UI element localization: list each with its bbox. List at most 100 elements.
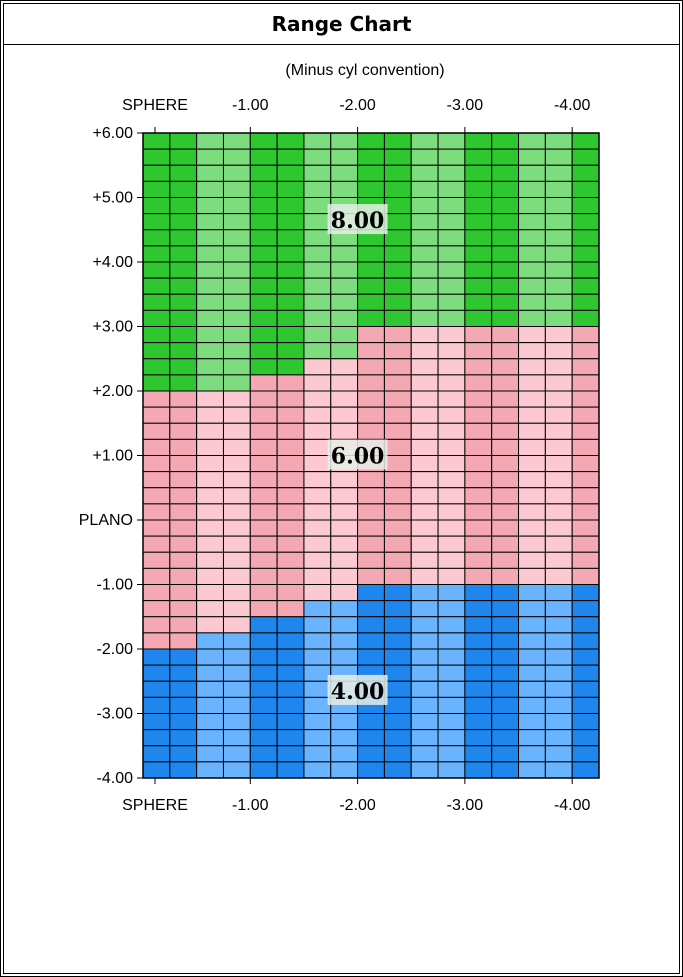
range-cell — [222, 632, 251, 650]
range-cell — [544, 374, 573, 392]
range-cell — [437, 455, 466, 473]
range-cell — [491, 616, 520, 634]
range-cell — [410, 422, 439, 440]
range-cell — [276, 535, 305, 553]
y-tick-label: +6.00 — [93, 125, 134, 142]
range-cell — [169, 326, 198, 344]
range-cell — [222, 358, 251, 376]
range-cell — [437, 148, 466, 166]
y-tick-label: -2.00 — [97, 641, 134, 658]
range-cell — [544, 342, 573, 360]
range-cell — [437, 164, 466, 182]
x-tick-label-bottom: -1.00 — [232, 797, 269, 814]
range-cell — [491, 164, 520, 182]
range-cell — [276, 713, 305, 731]
range-cell — [491, 277, 520, 295]
range-cell — [222, 551, 251, 569]
range-cell — [249, 374, 278, 392]
range-cell — [437, 406, 466, 424]
y-tick-label: +2.00 — [93, 383, 134, 400]
range-cell — [410, 358, 439, 376]
range-cell — [142, 487, 171, 505]
range-cell — [330, 358, 359, 376]
range-cell — [249, 229, 278, 247]
range-cell — [276, 745, 305, 763]
range-cell — [464, 438, 493, 456]
range-cell — [169, 600, 198, 618]
range-cell — [437, 632, 466, 650]
range-cell — [410, 326, 439, 344]
range-cell — [544, 664, 573, 682]
range-cell — [544, 600, 573, 618]
range-cell — [142, 648, 171, 666]
chart-subtitle: (Minus cyl convention) — [285, 62, 444, 79]
range-cell — [437, 245, 466, 263]
range-cell — [249, 761, 278, 779]
range-cell — [491, 503, 520, 521]
range-cell — [544, 696, 573, 714]
range-cell — [571, 616, 600, 634]
range-cell — [169, 229, 198, 247]
range-cell — [303, 455, 332, 473]
range-cell — [303, 535, 332, 553]
region-label: 4.00 — [331, 679, 385, 705]
range-cell — [142, 632, 171, 650]
range-cell — [196, 197, 224, 215]
range-cell — [437, 567, 466, 585]
range-cell — [491, 180, 520, 198]
range-cell — [249, 358, 278, 376]
range-cell — [249, 632, 278, 650]
range-cell — [303, 245, 332, 263]
x-tick-label-top: -3.00 — [447, 97, 484, 114]
x-axis-title-top: SPHERE — [122, 97, 188, 114]
range-cell — [383, 600, 412, 618]
range-cell — [330, 761, 359, 779]
range-cell — [544, 309, 573, 327]
range-cell — [383, 229, 412, 247]
range-cell — [544, 326, 573, 344]
range-cell — [491, 261, 520, 279]
range-cell — [222, 277, 251, 295]
range-cell — [169, 422, 198, 440]
range-cell — [571, 148, 600, 166]
range-cell — [544, 584, 573, 602]
range-cell — [196, 374, 224, 392]
range-cell — [571, 326, 600, 344]
range-cell — [169, 342, 198, 360]
range-cell — [544, 632, 573, 650]
range-cell — [491, 519, 520, 537]
range-cell — [142, 197, 171, 215]
range-cell — [357, 600, 385, 618]
range-cell — [571, 761, 600, 779]
range-cell — [169, 584, 198, 602]
range-cell — [330, 551, 359, 569]
range-cell — [330, 132, 359, 150]
range-cell — [169, 164, 198, 182]
range-cell — [196, 326, 224, 344]
range-cell — [518, 213, 546, 231]
range-cell — [437, 487, 466, 505]
range-cell — [249, 696, 278, 714]
range-cell — [249, 164, 278, 182]
range-cell — [249, 713, 278, 731]
range-cell — [544, 535, 573, 553]
range-cell — [437, 745, 466, 763]
range-cell — [464, 197, 493, 215]
range-cell — [491, 309, 520, 327]
range-cell — [518, 309, 546, 327]
range-cell — [357, 471, 385, 489]
range-cell — [571, 245, 600, 263]
range-cell — [357, 293, 385, 311]
range-cell — [142, 438, 171, 456]
range-cell — [303, 342, 332, 360]
range-cell — [437, 358, 466, 376]
range-cell — [249, 422, 278, 440]
range-cell — [383, 729, 412, 747]
range-cell — [169, 358, 198, 376]
range-cell — [196, 761, 224, 779]
range-cell — [196, 567, 224, 585]
range-cell — [303, 309, 332, 327]
range-cell — [544, 261, 573, 279]
range-cell — [169, 293, 198, 311]
range-cell — [464, 680, 493, 698]
